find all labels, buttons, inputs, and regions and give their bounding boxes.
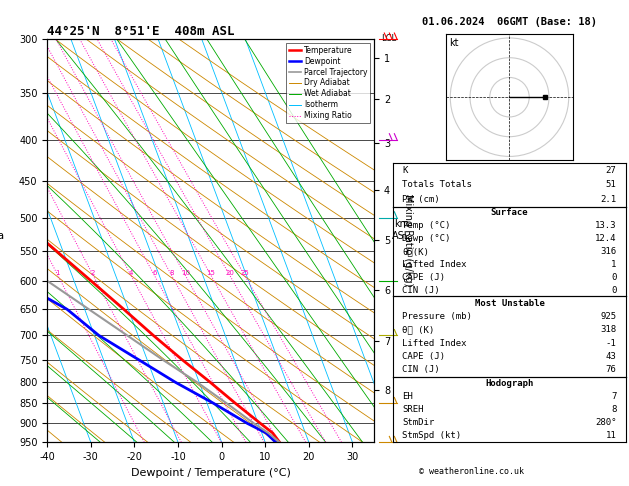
Text: kt: kt bbox=[449, 38, 459, 48]
Text: 1: 1 bbox=[611, 260, 616, 269]
Text: 44°25'N  8°51'E  408m ASL: 44°25'N 8°51'E 408m ASL bbox=[47, 25, 235, 38]
Text: 8: 8 bbox=[611, 405, 616, 414]
Text: CIN (J): CIN (J) bbox=[403, 286, 440, 295]
Text: 2.1: 2.1 bbox=[601, 195, 616, 204]
Text: EH: EH bbox=[403, 392, 413, 401]
Text: 01.06.2024  06GMT (Base: 18): 01.06.2024 06GMT (Base: 18) bbox=[422, 17, 597, 27]
Text: StmDir: StmDir bbox=[403, 418, 435, 427]
Text: PW (cm): PW (cm) bbox=[403, 195, 440, 204]
Text: Mixing Ratio (g/kg): Mixing Ratio (g/kg) bbox=[403, 194, 413, 287]
Text: Hodograph: Hodograph bbox=[486, 379, 533, 388]
X-axis label: Dewpoint / Temperature (°C): Dewpoint / Temperature (°C) bbox=[131, 468, 291, 478]
Text: 6: 6 bbox=[152, 270, 157, 276]
Text: θᴄ(K): θᴄ(K) bbox=[403, 247, 430, 256]
Text: 43: 43 bbox=[606, 352, 616, 361]
Legend: Temperature, Dewpoint, Parcel Trajectory, Dry Adiabat, Wet Adiabat, Isotherm, Mi: Temperature, Dewpoint, Parcel Trajectory… bbox=[286, 43, 370, 123]
Text: 7: 7 bbox=[611, 392, 616, 401]
Text: 0: 0 bbox=[611, 273, 616, 282]
Y-axis label: km
ASL: km ASL bbox=[392, 219, 411, 241]
Text: 4: 4 bbox=[129, 270, 133, 276]
Text: Totals Totals: Totals Totals bbox=[403, 180, 472, 189]
Text: θᴄ (K): θᴄ (K) bbox=[403, 325, 435, 334]
Text: SREH: SREH bbox=[403, 405, 424, 414]
Text: Most Unstable: Most Unstable bbox=[474, 298, 545, 308]
Text: Lifted Index: Lifted Index bbox=[403, 260, 467, 269]
Text: Dewp (°C): Dewp (°C) bbox=[403, 234, 451, 243]
Text: CAPE (J): CAPE (J) bbox=[403, 273, 445, 282]
Text: CIN (J): CIN (J) bbox=[403, 365, 440, 375]
Text: 27: 27 bbox=[606, 166, 616, 174]
Text: 20: 20 bbox=[225, 270, 234, 276]
Text: 25: 25 bbox=[240, 270, 249, 276]
Text: © weatheronline.co.uk: © weatheronline.co.uk bbox=[420, 467, 524, 476]
Text: 8: 8 bbox=[169, 270, 174, 276]
Text: 10: 10 bbox=[181, 270, 190, 276]
Text: Temp (°C): Temp (°C) bbox=[403, 221, 451, 230]
Text: -1: -1 bbox=[606, 339, 616, 348]
Text: 925: 925 bbox=[601, 312, 616, 321]
Text: StmSpd (kt): StmSpd (kt) bbox=[403, 431, 462, 440]
Text: 51: 51 bbox=[606, 180, 616, 189]
Text: Lifted Index: Lifted Index bbox=[403, 339, 467, 348]
Text: 1: 1 bbox=[56, 270, 60, 276]
Text: 2: 2 bbox=[91, 270, 96, 276]
Text: K: K bbox=[403, 166, 408, 174]
Text: 13.3: 13.3 bbox=[595, 221, 616, 230]
Text: 280°: 280° bbox=[595, 418, 616, 427]
Text: 0: 0 bbox=[611, 286, 616, 295]
Text: 316: 316 bbox=[601, 247, 616, 256]
Text: 15: 15 bbox=[206, 270, 216, 276]
Text: Surface: Surface bbox=[491, 208, 528, 217]
Text: 318: 318 bbox=[601, 325, 616, 334]
Text: 12.4: 12.4 bbox=[595, 234, 616, 243]
Text: LCL: LCL bbox=[381, 35, 396, 43]
Y-axis label: hPa: hPa bbox=[0, 230, 4, 241]
Text: CAPE (J): CAPE (J) bbox=[403, 352, 445, 361]
Text: Pressure (mb): Pressure (mb) bbox=[403, 312, 472, 321]
Text: 76: 76 bbox=[606, 365, 616, 375]
Text: 11: 11 bbox=[606, 431, 616, 440]
